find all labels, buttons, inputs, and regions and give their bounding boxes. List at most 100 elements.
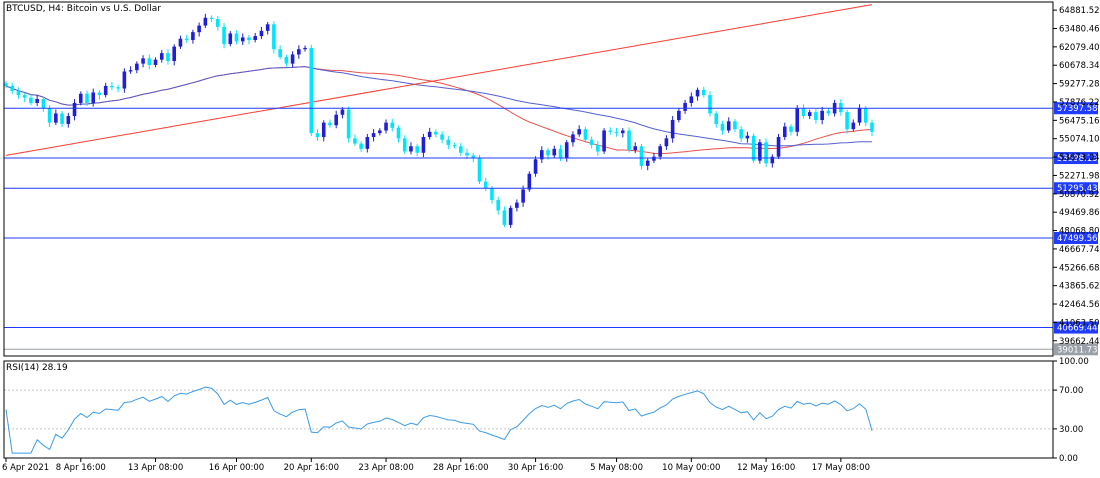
candle-bull	[427, 131, 432, 138]
candle-bear	[22, 95, 27, 98]
candle-bull	[371, 133, 376, 138]
time-tick-label: 28 Apr 16:00	[433, 463, 488, 473]
candle-bull	[54, 113, 58, 123]
candle-bear	[4, 83, 8, 86]
candle-bear	[701, 89, 706, 96]
level-label-box	[1054, 232, 1098, 245]
price-tick-label: 43865.62	[1059, 282, 1100, 292]
candle-bear	[751, 135, 756, 161]
time-tick-label: 20 Apr 16:00	[284, 463, 339, 473]
candle-bear	[627, 130, 631, 151]
level-label: 40669.44	[1057, 324, 1098, 334]
candle-bull	[820, 110, 824, 120]
candle-bull	[303, 47, 307, 50]
candle-bear	[870, 122, 874, 132]
candle-bull	[78, 93, 83, 103]
candle-bull	[745, 135, 750, 139]
candle-bear	[222, 26, 226, 44]
horizontal-levels: 57397.58 53598.13 51295.43 47499.56 40669.44…	[4, 102, 1098, 356]
candle-bull	[334, 114, 339, 126]
candle-bear	[247, 37, 251, 41]
candle-bear	[733, 121, 737, 130]
candle-bull	[141, 58, 145, 64]
level-label-box	[1054, 321, 1098, 334]
candle-bull	[633, 146, 638, 151]
candle-bear	[60, 113, 64, 124]
price-tick-label: 42464.56	[1059, 300, 1100, 310]
candle-bear	[558, 148, 563, 159]
candle-bull	[695, 89, 700, 97]
candle-bull	[378, 130, 382, 134]
price-tick-label: 53673.04	[1059, 153, 1100, 163]
candle-bear	[446, 139, 451, 145]
candle-bull	[135, 63, 139, 71]
candle-bear	[814, 112, 818, 120]
candle-bear	[47, 108, 52, 123]
candle-bull	[770, 156, 775, 164]
candle-bear	[483, 181, 488, 189]
candle-bull	[776, 137, 781, 157]
price-tick-label: 57876.22	[1059, 98, 1100, 108]
candle-bull	[340, 109, 345, 115]
candle-bear	[209, 17, 214, 20]
rsi-frame	[3, 360, 1054, 459]
candle-bear	[845, 112, 849, 130]
candle-bear	[315, 133, 320, 138]
time-tick-label: 17 May 08:00	[812, 463, 870, 473]
time-tick-label: 10 May 00:00	[662, 463, 720, 473]
price-tick-label: 59277.28	[1059, 80, 1100, 90]
candle-bear	[434, 131, 438, 135]
price-tick-label: 41063.50	[1059, 318, 1100, 328]
candle-bull	[72, 102, 77, 117]
level-label: 53598.13	[1057, 154, 1098, 164]
candle-bear	[272, 24, 276, 50]
time-tick-label: 5 May 08:00	[590, 463, 643, 473]
current-price-box	[1054, 343, 1098, 356]
candle-bear	[29, 97, 33, 103]
candle-bear	[309, 47, 314, 134]
candle-bear	[396, 127, 401, 139]
candle-bear	[583, 129, 588, 140]
candle-bear	[353, 138, 357, 144]
candle-bear	[278, 49, 282, 58]
candle-bull	[564, 142, 569, 159]
candle-bull	[652, 156, 656, 161]
candle-bull	[153, 59, 158, 65]
candle-bear	[764, 142, 768, 164]
candle-bull	[365, 137, 370, 149]
candle-bull	[857, 108, 862, 123]
moving-average-blue	[5, 66, 872, 147]
candle-bear	[16, 91, 21, 96]
time-tick-label: 13 Apr 08:00	[128, 463, 183, 473]
candle-bear	[839, 102, 843, 113]
candle-bull	[240, 37, 245, 42]
candle-bull	[203, 17, 208, 26]
candle-bear	[596, 144, 600, 152]
candle-bear	[110, 85, 114, 88]
candle-bull	[253, 36, 258, 41]
rsi-tick-label: 0.00	[1059, 454, 1078, 464]
candle-bear	[789, 126, 793, 132]
candle-bull	[228, 33, 233, 44]
time-tick-label: 30 Apr 16:00	[508, 463, 563, 473]
candle-bull	[35, 99, 39, 103]
candle-bear	[863, 108, 868, 123]
rsi-tick-label: 100.00	[1059, 357, 1089, 367]
candle-bear	[166, 53, 170, 61]
price-tick-label: 63480.46	[1059, 24, 1100, 34]
candle-bear	[546, 150, 550, 156]
level-label: 51295.43	[1057, 184, 1098, 194]
candle-bull	[297, 49, 301, 55]
candle-bull	[726, 121, 731, 131]
candle-bear	[608, 130, 613, 132]
candle-bull	[409, 146, 413, 152]
candle-bull	[515, 202, 519, 208]
rsi-tick-label: 70.00	[1059, 386, 1083, 396]
time-tick-label: 16 Apr 00:00	[209, 463, 264, 473]
candle-bull	[664, 138, 669, 147]
candle-bull	[259, 30, 264, 37]
current-price-label: 39011.73	[1057, 345, 1098, 355]
candle-bull	[552, 148, 557, 156]
